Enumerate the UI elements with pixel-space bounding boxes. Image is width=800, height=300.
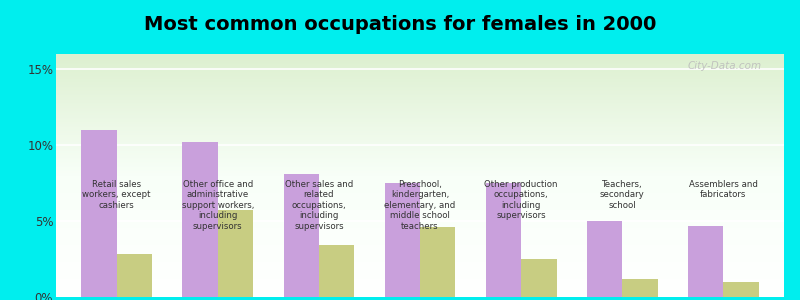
Text: Other production
occupations,
including
supervisors: Other production occupations, including … [484, 180, 558, 220]
Text: Preschool,
kindergarten,
elementary, and
middle school
teachers: Preschool, kindergarten, elementary, and… [384, 180, 456, 231]
Bar [688, 226, 723, 297]
Bar [182, 142, 218, 297]
Text: Assemblers and
fabricators: Assemblers and fabricators [689, 180, 758, 200]
Text: Teachers,
secondary
school: Teachers, secondary school [600, 180, 645, 210]
Text: Most common occupations for females in 2000: Most common occupations for females in 2… [144, 15, 656, 34]
Text: City-Data.com: City-Data.com [688, 61, 762, 71]
Bar [521, 259, 557, 297]
Text: Other office and
administrative
support workers,
including
supervisors: Other office and administrative support … [182, 180, 254, 231]
Bar [82, 130, 117, 297]
Bar [218, 210, 253, 297]
Text: Retail sales
workers, except
cashiers: Retail sales workers, except cashiers [82, 180, 151, 210]
Bar [486, 183, 521, 297]
Bar [319, 245, 354, 297]
Bar [723, 282, 758, 297]
Bar [587, 221, 622, 297]
Bar [385, 183, 420, 297]
Bar [283, 174, 319, 297]
Bar [117, 254, 152, 297]
Bar [622, 279, 658, 297]
Bar [420, 227, 455, 297]
Text: Other sales and
related
occupations,
including
supervisors: Other sales and related occupations, inc… [285, 180, 353, 231]
